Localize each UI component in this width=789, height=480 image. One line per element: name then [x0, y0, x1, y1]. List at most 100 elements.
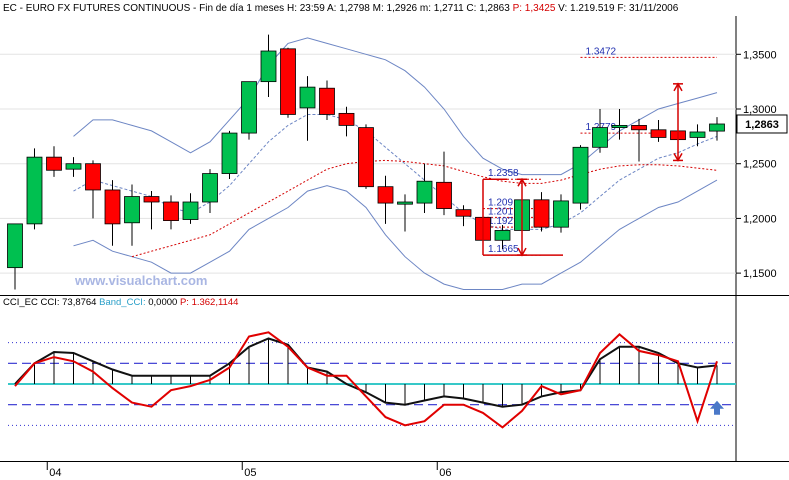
candle [611, 109, 628, 140]
candle [592, 109, 608, 153]
price-tick-label: 1,2500 [743, 159, 777, 171]
candle [494, 224, 511, 250]
candle-body [397, 201, 413, 205]
up-arrow-marker [710, 400, 724, 415]
price-level-label: 1.201 [488, 206, 513, 217]
time-tick-label: 06 [439, 467, 451, 479]
candle-body [65, 163, 82, 170]
header-item-min: m: 1,2711 [420, 3, 464, 14]
candle [221, 130, 238, 180]
candle [299, 76, 316, 141]
candle-body [182, 201, 199, 220]
candle [358, 124, 374, 189]
projection-arrow [673, 82, 683, 162]
symbol: EC [3, 3, 17, 14]
candle [65, 157, 82, 177]
candle [7, 223, 23, 290]
candle [650, 119, 667, 142]
last-price-box: 1,2863 [736, 114, 788, 134]
bollinger-mid-line [73, 114, 718, 230]
cci-lines [14, 331, 718, 429]
candle [163, 195, 179, 230]
projection-arrow [517, 177, 527, 257]
candle [338, 106, 355, 137]
candle-body [7, 223, 23, 269]
candle [85, 160, 101, 219]
price-tick-label: 1,1500 [743, 268, 777, 280]
band-cci-label: Band_CCI: 0,0000 [99, 297, 177, 308]
header-item-v: V: 1.219.519 [558, 3, 615, 14]
last-price-value: 1,2863 [745, 119, 779, 131]
annotations [482, 82, 683, 257]
candle-body [611, 125, 628, 129]
chart-header: EC - EURO FX FUTURES CONTINUOUS - Fin de… [3, 3, 679, 14]
candle-body [553, 200, 569, 228]
cci-label: CCI: 73,8764 [40, 297, 96, 308]
price-tick-label: 1,3000 [743, 104, 777, 116]
candle [631, 118, 647, 162]
header-item-a: A: 1,2798 [327, 3, 370, 14]
candle-body [631, 125, 647, 131]
candle-body [436, 181, 452, 209]
bollinger-upper-line [73, 37, 718, 176]
candle-body [709, 123, 725, 132]
candle [436, 151, 452, 216]
candle [553, 194, 569, 233]
candle [572, 145, 589, 210]
candle [26, 148, 43, 230]
candle-body [455, 209, 472, 217]
candle [182, 193, 199, 224]
candle-body [592, 127, 608, 148]
header-item-h: H: 23:59 [287, 3, 325, 14]
time-axis: 04 05 06 [46, 461, 452, 479]
candle [46, 146, 62, 177]
candle [260, 34, 277, 97]
header-item-m: M: 1,2926 [373, 3, 418, 14]
time-tick-label: 04 [49, 467, 61, 479]
header-item-c: C: 1,2863 [466, 3, 510, 14]
cci-levels [8, 342, 736, 426]
price-tick-label: 1,3500 [743, 49, 777, 61]
candle-body [358, 127, 374, 188]
candles [7, 34, 725, 290]
candle [455, 205, 472, 227]
header-item-p: P: 1,3425 [513, 3, 556, 14]
watermark: www.visualchart.com [74, 273, 207, 288]
arrow-head [517, 247, 527, 257]
candle [202, 169, 218, 213]
cci-markers [710, 400, 724, 415]
candle-body [241, 81, 257, 134]
candle [280, 47, 296, 118]
candle-body [46, 156, 62, 171]
time-tick-label: 05 [244, 467, 256, 479]
arrow-head [673, 153, 683, 162]
candle [319, 80, 335, 120]
cci-header: CCI_EC CCI: 73,8764 Band_CCI: 0,0000 P: … [3, 297, 238, 308]
candle-body [689, 131, 706, 138]
candle [104, 180, 121, 246]
price-level-label: 1.3472 [586, 46, 617, 57]
cci-name: CCI_EC [3, 297, 38, 308]
price-tick-label: 1,2000 [743, 213, 777, 225]
cci-line [14, 331, 718, 429]
candle-body [416, 180, 433, 204]
bollinger-bands [73, 37, 718, 290]
price-level-label: 1.1665 [488, 244, 519, 255]
price-level-label: 1.2358 [488, 168, 519, 179]
candle-body [104, 189, 121, 225]
candle-body [533, 199, 550, 228]
candle [124, 184, 140, 246]
candle-body [143, 196, 160, 203]
candle-body [260, 50, 277, 83]
candle [709, 117, 725, 141]
candle-body [124, 196, 140, 224]
candle [143, 191, 160, 230]
bollinger-lower-line [73, 179, 718, 290]
candle [377, 175, 394, 224]
candle-body [338, 112, 355, 126]
price-level-label: 1.192 [488, 216, 513, 227]
header-item-f: F: 31/11/2006 [617, 3, 678, 14]
candle-body [494, 230, 511, 241]
period: Fin de día 1 meses [199, 3, 284, 14]
